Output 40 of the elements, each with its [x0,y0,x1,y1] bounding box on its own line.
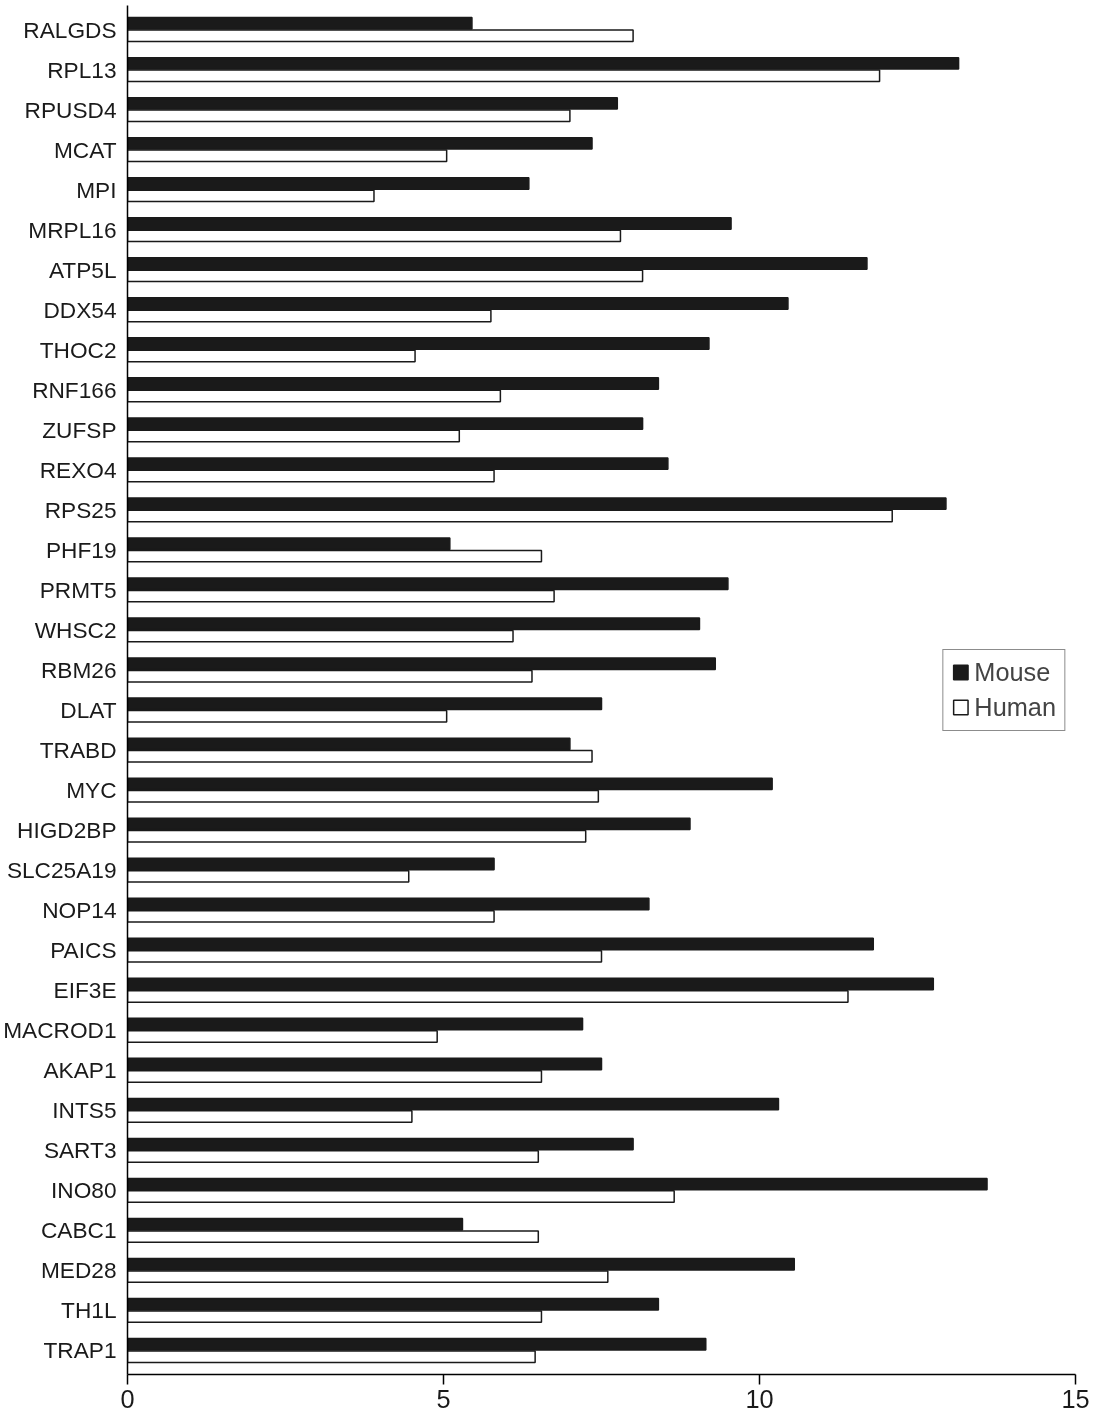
y-tick-label: MCAT [54,136,117,163]
y-tick-label: PRMT5 [39,576,117,603]
y-tick-label: SLC25A19 [6,857,117,884]
y-tick-label: REXO4 [39,456,117,483]
y-tick-label: RPL13 [47,56,117,83]
y-tick-label: DLAT [60,697,117,724]
y-tick-label: SART3 [43,1137,117,1164]
y-tick-label: TRAP1 [43,1337,117,1364]
x-tick-label: 15 [1061,1384,1090,1413]
y-tick-label: THOC2 [39,336,117,363]
y-tick-label: CABC1 [40,1217,117,1244]
y-tick-label: EIF3E [53,977,117,1004]
y-tick-label: TRABD [39,737,117,764]
y-tick-label: MACROD1 [3,1017,117,1044]
y-tick-label: DDX54 [43,296,117,323]
y-tick-label: RALGDS [23,16,117,43]
y-tick-label: WHSC2 [34,616,117,643]
y-tick-label: RBM26 [40,656,117,683]
y-tick-label: PHF19 [45,536,117,563]
x-tick-label: 0 [120,1384,135,1413]
y-tick-label: AKAP1 [43,1057,117,1084]
y-tick-label: MED28 [40,1257,117,1284]
y-tick-label: RPUSD4 [24,96,117,123]
y-tick-label: NOP14 [42,897,117,924]
y-tick-label: INTS5 [52,1097,117,1124]
y-tick-label: MRPL16 [28,216,117,243]
legend-label: Human [974,692,1056,722]
y-tick-label: HIGD2BP [17,817,117,844]
y-tick-label: TH1L [61,1297,117,1324]
legend-label: Mouse [974,657,1051,687]
y-tick-label: ZUFSP [42,416,117,443]
x-tick-label: 10 [745,1384,774,1413]
y-tick-label: INO80 [51,1177,117,1204]
y-tick-label: MYC [66,777,117,804]
x-tick-label: 5 [436,1384,451,1413]
y-tick-label: RNF166 [32,376,117,403]
y-tick-label: PAICS [50,937,117,964]
y-tick-label: ATP5L [48,256,117,283]
y-tick-label: RPS25 [44,496,117,523]
y-tick-label: MPI [76,176,117,203]
